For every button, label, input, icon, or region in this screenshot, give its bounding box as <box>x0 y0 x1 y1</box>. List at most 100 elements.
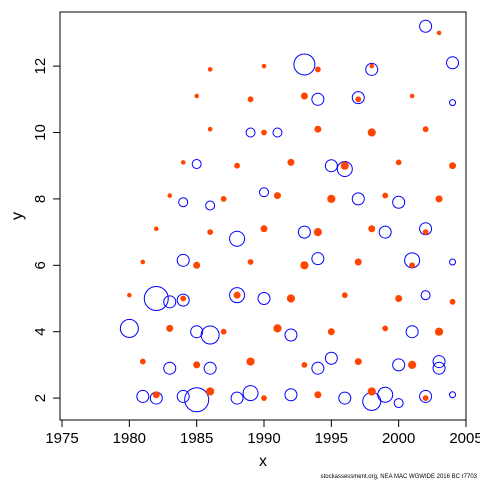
bubble <box>191 159 202 170</box>
x-tick-label: 2005 <box>449 430 480 447</box>
bubble <box>247 96 254 103</box>
bubble <box>163 295 177 309</box>
bubble <box>259 187 270 198</box>
bubble <box>206 387 215 396</box>
bubble <box>338 391 352 405</box>
bubble <box>284 388 298 402</box>
bubble <box>273 192 281 200</box>
bubble <box>166 324 174 332</box>
bubble <box>382 192 389 199</box>
bubble <box>301 361 308 368</box>
bubble <box>286 294 296 303</box>
plot-frame <box>59 11 467 421</box>
bubble <box>178 197 189 208</box>
bubble <box>176 293 190 307</box>
bubble <box>184 387 210 413</box>
bubble <box>200 325 220 345</box>
bubble <box>127 292 132 298</box>
bubble <box>367 387 376 396</box>
bubble <box>449 391 457 399</box>
x-tick-label: 1980 <box>113 430 146 447</box>
bubble <box>354 358 362 366</box>
bubble <box>247 259 254 265</box>
bubble <box>434 327 444 336</box>
bubble <box>180 160 186 165</box>
y-tick-label: 6 <box>32 261 49 269</box>
bubble <box>311 252 325 266</box>
bubble <box>194 93 199 99</box>
bubble <box>193 361 201 369</box>
bubble <box>392 358 406 372</box>
y-axis-label: y <box>9 212 26 220</box>
bubble <box>432 361 446 375</box>
bubble <box>409 262 416 269</box>
y-tick-label: 12 <box>32 58 49 75</box>
bubble <box>136 389 150 403</box>
bubble <box>408 360 417 369</box>
bubble <box>365 62 379 76</box>
x-axis-label: x <box>259 453 267 470</box>
bubble <box>229 230 246 247</box>
bubble <box>220 196 227 202</box>
bubble <box>233 291 241 299</box>
bubble <box>261 129 267 136</box>
bubble <box>163 361 177 375</box>
bubble <box>311 92 325 106</box>
bubble <box>314 125 322 133</box>
bubble <box>293 53 316 76</box>
y-tick-label: 4 <box>32 328 49 336</box>
bubble <box>272 127 283 138</box>
bubble <box>220 328 227 335</box>
bubble <box>436 30 442 36</box>
bubble <box>167 193 173 198</box>
bubble <box>449 99 457 107</box>
bubble <box>341 292 348 299</box>
bubble <box>300 92 308 100</box>
bubble <box>314 66 321 73</box>
bubble <box>382 325 389 332</box>
bubble <box>246 357 255 366</box>
bubble <box>336 161 353 178</box>
bubble <box>327 328 335 336</box>
bubble <box>229 287 246 304</box>
bubble <box>257 291 271 305</box>
bubble <box>395 294 403 302</box>
bubble <box>422 229 429 236</box>
bubble <box>351 192 365 206</box>
bubble <box>234 162 240 169</box>
bubble <box>378 225 392 239</box>
bubble <box>405 325 419 339</box>
bubble <box>449 162 457 170</box>
x-tick-label: 1985 <box>180 430 213 447</box>
bubble <box>355 96 362 103</box>
bubble <box>449 298 456 305</box>
bubble <box>432 355 446 369</box>
bubble <box>340 161 349 170</box>
bubble <box>287 158 295 166</box>
x-tick-label: 1995 <box>315 430 348 447</box>
bubble <box>351 91 365 105</box>
y-tick-label: 8 <box>32 195 49 203</box>
bubble <box>261 63 267 69</box>
bubble <box>395 159 402 166</box>
footnote: stockassessment.org, NEA MAC WGWIDE 2016… <box>321 474 478 480</box>
bubble <box>140 259 146 265</box>
bubble <box>176 389 190 403</box>
bubble <box>261 395 267 401</box>
bubble <box>300 261 309 270</box>
y-tick-label: 10 <box>32 124 49 141</box>
bubble <box>207 229 214 236</box>
x-tick-label: 2000 <box>382 430 415 447</box>
bubble <box>409 93 415 99</box>
bubble <box>392 195 406 209</box>
bubble <box>435 195 443 203</box>
bubble <box>313 228 322 237</box>
bubble <box>260 225 268 233</box>
bubble <box>119 318 139 338</box>
bubble <box>324 159 338 173</box>
bubble <box>203 361 217 375</box>
bubble <box>153 226 159 232</box>
bubble <box>324 351 338 365</box>
bubble <box>152 391 160 399</box>
